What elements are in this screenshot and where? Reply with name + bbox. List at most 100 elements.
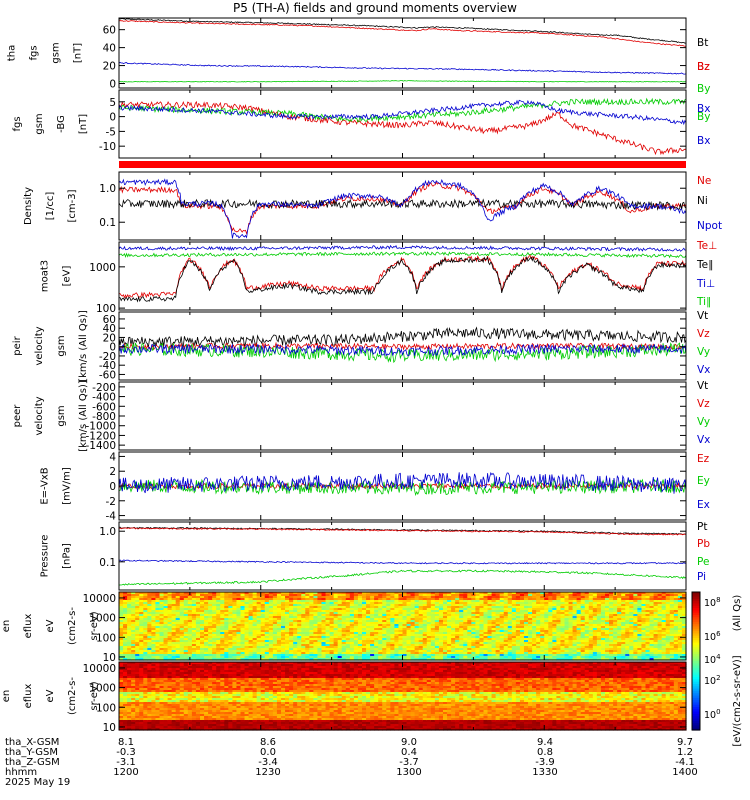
heatmap-cell [483,616,489,619]
heatmap-cell [576,628,582,631]
heatmap-cell [463,656,468,659]
heatmap-cell [645,622,651,625]
heatmap-cell [422,610,428,613]
heatmap-cell [418,598,424,601]
heatmap-cell [167,606,173,609]
heatmap-cell [353,618,359,621]
heatmap-cell [155,620,161,623]
heatmap-cell [281,612,286,615]
heatmap-cell [232,642,238,645]
heatmap-cell [252,608,258,611]
heatmap-cell [507,608,513,611]
heatmap-cell [345,636,351,639]
heatmap-cell [519,612,525,615]
heatmap-cell [621,596,626,599]
heatmap-cell [248,600,254,603]
heatmap-cell [398,646,404,649]
heatmap-cell [175,594,181,597]
heatmap-cell [426,644,432,647]
heatmap-cell [293,648,298,651]
heatmap-cell [301,620,306,623]
heatmap-cell [438,648,444,651]
heatmap-cell [325,632,331,635]
heatmap-cell [382,602,387,605]
heatmap-cell [661,624,667,627]
heatmap-cell [171,632,177,635]
heatmap-cell [641,648,647,651]
heatmap-cell [345,626,351,629]
heatmap-cell [524,636,529,639]
heatmap-cell [402,648,408,651]
heatmap-cell [467,612,472,615]
heatmap-cell [362,610,367,613]
heatmap-cell [422,632,428,635]
heatmap-cell [540,600,545,603]
heatmap-cell [244,610,250,613]
heatmap-cell [503,626,509,629]
heatmap-cell [471,624,476,627]
heatmap-cell [451,592,456,595]
heatmap-cell [568,614,574,617]
heatmap-cell [289,606,294,609]
heatmap-cell [123,656,128,659]
heatmap-cell [600,604,606,607]
heatmap-cell [398,658,404,661]
heatmap-cell [183,614,189,617]
heatmap-cell [131,626,136,629]
heatmap-cell [459,606,464,609]
heatmap-cell [329,634,335,637]
series-By-line [118,80,687,83]
heatmap-cell [438,610,444,613]
heatmap-cell [572,632,578,635]
heatmap-cell [390,626,395,629]
heatmap-cell [264,644,270,647]
heatmap-cell [268,652,274,655]
heatmap-cell [224,642,229,645]
heatmap-cell [495,642,501,645]
heatmap-cell [276,638,282,641]
heatmap-cell [665,596,671,599]
heatmap-cell [503,592,509,595]
heatmap-cell [532,600,537,603]
heatmap-cell [200,600,205,603]
heatmap-cell [305,626,310,629]
heatmap-cell [491,606,497,609]
heatmap-cell [139,644,144,647]
heatmap-cell [341,626,347,629]
heatmap-cell [617,610,622,613]
heatmap-cell [451,652,456,655]
heatmap-cell [649,628,655,631]
heatmap-cell [564,618,570,621]
heatmap-cell [479,648,485,651]
heatmap-cell [232,640,238,643]
heatmap-cell [313,644,319,647]
heatmap-cell [528,626,533,629]
heatmap-cell [471,640,476,643]
heatmap-cell [515,612,521,615]
heatmap-cell [345,606,351,609]
heatmap-cell [426,618,432,621]
heatmap-cell [187,628,193,631]
heatmap-cell [418,630,424,633]
heatmap-cell [313,614,319,617]
heatmap-cell [524,594,529,597]
heatmap-cell [357,612,363,615]
heatmap-cell [268,646,274,649]
heatmap-cell [191,614,197,617]
heatmap-cell [544,592,549,595]
heatmap-cell [224,612,229,615]
heatmap-cell [341,632,347,635]
heatmap-cell [276,650,282,653]
heatmap-cell [540,618,545,621]
heatmap-cell [321,604,327,607]
heatmap-cell [548,656,553,659]
heatmap-cell [661,600,667,603]
heatmap-cell [629,596,634,599]
heatmap-cell [645,616,651,619]
heatmap-cell [337,604,343,607]
heatmap-cell [159,650,165,653]
heatmap-cell [293,630,298,633]
heatmap-cell [289,642,294,645]
heatmap-cell [605,592,610,595]
